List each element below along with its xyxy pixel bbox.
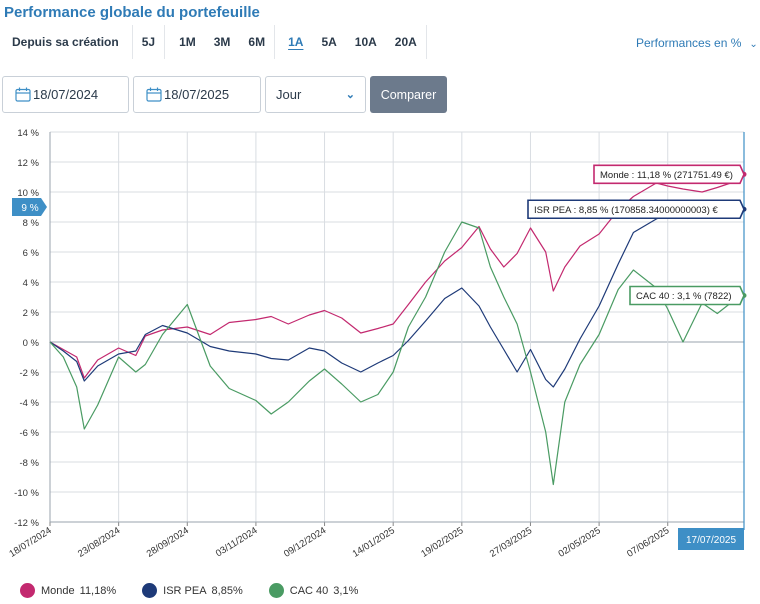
legend-value-cac40: 3,1%	[333, 584, 359, 597]
series-line-cac	[49, 221, 745, 486]
y-tick-label: 14 %	[17, 128, 39, 139]
tooltip-text-monde: Monde : 11,18 % (271751.49 €)	[600, 170, 733, 181]
crosshair-date-badge	[678, 528, 744, 550]
legend-item-cac40[interactable]: CAC 40 3,1%	[268, 583, 359, 598]
tooltip-box-monde	[593, 164, 745, 185]
legend-item-monde[interactable]: Monde 11,18%	[20, 583, 116, 598]
y-marker-label: 9 %	[21, 203, 38, 214]
y-tick-label: -4 %	[19, 398, 39, 409]
period-divider	[274, 25, 276, 59]
legend-label-cac40: CAC 40	[289, 584, 329, 597]
performance-chart: 14 % 12 % 10 % 8 % 6 % 4 % 2 % 0 % -2 % -4 % -6 % -…	[7, 128, 747, 560]
calendar-icon	[146, 87, 162, 102]
y-tick-label: -6 %	[19, 428, 39, 439]
start-date-field[interactable]: 18/07/2024	[2, 76, 129, 113]
period-divider	[164, 25, 166, 59]
start-date-value: 18/07/2024	[33, 87, 99, 102]
y-tick-label: 10 %	[17, 188, 39, 199]
x-tick-label: 07/06/2025	[625, 525, 671, 560]
x-tick-label: 28/09/2024	[145, 525, 191, 560]
legend-label-monde: Monde	[41, 584, 75, 597]
crosshair-date-label: 17/07/2025	[686, 535, 736, 546]
y-marker-badge	[12, 198, 47, 216]
legend-swatch-cac40	[268, 583, 284, 598]
tooltip-text-cac: CAC 40 : 3,1 % (7822)	[636, 291, 732, 302]
calendar-icon	[15, 87, 31, 102]
chevron-down-icon: ⌄	[749, 39, 758, 50]
x-tick-label: 19/02/2025	[419, 525, 465, 560]
x-tick-label: 18/07/2024	[7, 525, 53, 560]
legend-item-isr-pea[interactable]: ISR PEA 8,85%	[142, 583, 243, 598]
tooltip-text-isr: ISR PEA : 8,85 % (170858.34000000003) €	[534, 205, 719, 216]
y-tick-label: -2 %	[19, 368, 39, 379]
period-1a[interactable]: 1A	[288, 35, 304, 49]
x-tick-label: 27/03/2025	[488, 525, 534, 560]
page-title: Performance globale du portefeuille	[4, 4, 260, 21]
period-10a[interactable]: 10A	[354, 35, 377, 49]
period-selector: Depuis sa création 5J 1M 3M 6M 1A 5A 10A…	[0, 25, 427, 59]
period-3m[interactable]: 3M	[213, 35, 231, 49]
period-divider	[425, 25, 427, 59]
y-tick-label: -10 %	[14, 488, 39, 499]
legend-value-isr-pea: 8,85%	[211, 584, 243, 597]
y-tick-label: 4 %	[23, 278, 40, 289]
period-20a[interactable]: 20A	[394, 35, 417, 49]
legend-swatch-isr-pea	[142, 583, 158, 598]
period-5j[interactable]: 5J	[141, 35, 156, 49]
frequency-select[interactable]: Jour ⌄	[265, 76, 366, 113]
series-line-monde	[49, 173, 745, 379]
period-divider	[131, 25, 133, 59]
tooltip-box-cac	[629, 285, 745, 306]
x-tick-label: 02/05/2025	[557, 525, 603, 560]
performance-mode-label: Performances en %	[636, 36, 742, 50]
y-tick-label: -12 %	[14, 518, 39, 529]
performance-mode-dropdown[interactable]: Performances en % ⌄	[636, 36, 758, 50]
series-line-isr	[49, 208, 745, 388]
y-tick-label: -8 %	[19, 458, 39, 469]
x-tick-label: 09/12/2024	[282, 525, 328, 560]
frequency-value: Jour	[276, 87, 302, 102]
y-tick-label: 12 %	[17, 158, 39, 169]
legend-swatch-monde	[20, 583, 35, 598]
x-tick-label: 03/11/2024	[214, 525, 260, 559]
period-since-creation[interactable]: Depuis sa création	[12, 35, 119, 49]
x-tick-label: 23/08/2024	[76, 525, 122, 560]
y-tick-label: 0 %	[23, 338, 40, 349]
chevron-down-icon: ⌄	[345, 89, 355, 101]
period-5a[interactable]: 5A	[321, 35, 337, 49]
legend-label-isr-pea: ISR PEA	[163, 584, 207, 597]
x-tick-label: 14/01/2025	[351, 525, 397, 560]
end-date-field[interactable]: 18/07/2025	[133, 76, 261, 113]
y-tick-label: 6 %	[23, 248, 40, 259]
y-tick-label: 2 %	[23, 308, 40, 319]
end-date-value: 18/07/2025	[164, 87, 230, 102]
period-6m[interactable]: 6M	[248, 35, 266, 49]
compare-button[interactable]: Comparer	[370, 76, 447, 113]
y-tick-label: 8 %	[23, 218, 40, 229]
tooltip-box-isr	[527, 199, 745, 220]
period-1m[interactable]: 1M	[179, 35, 196, 49]
chart-legend: Monde 11,18% ISR PEA 8,85% CAC 40 3,1%	[20, 583, 384, 598]
legend-value-monde: 11,18%	[79, 584, 117, 597]
